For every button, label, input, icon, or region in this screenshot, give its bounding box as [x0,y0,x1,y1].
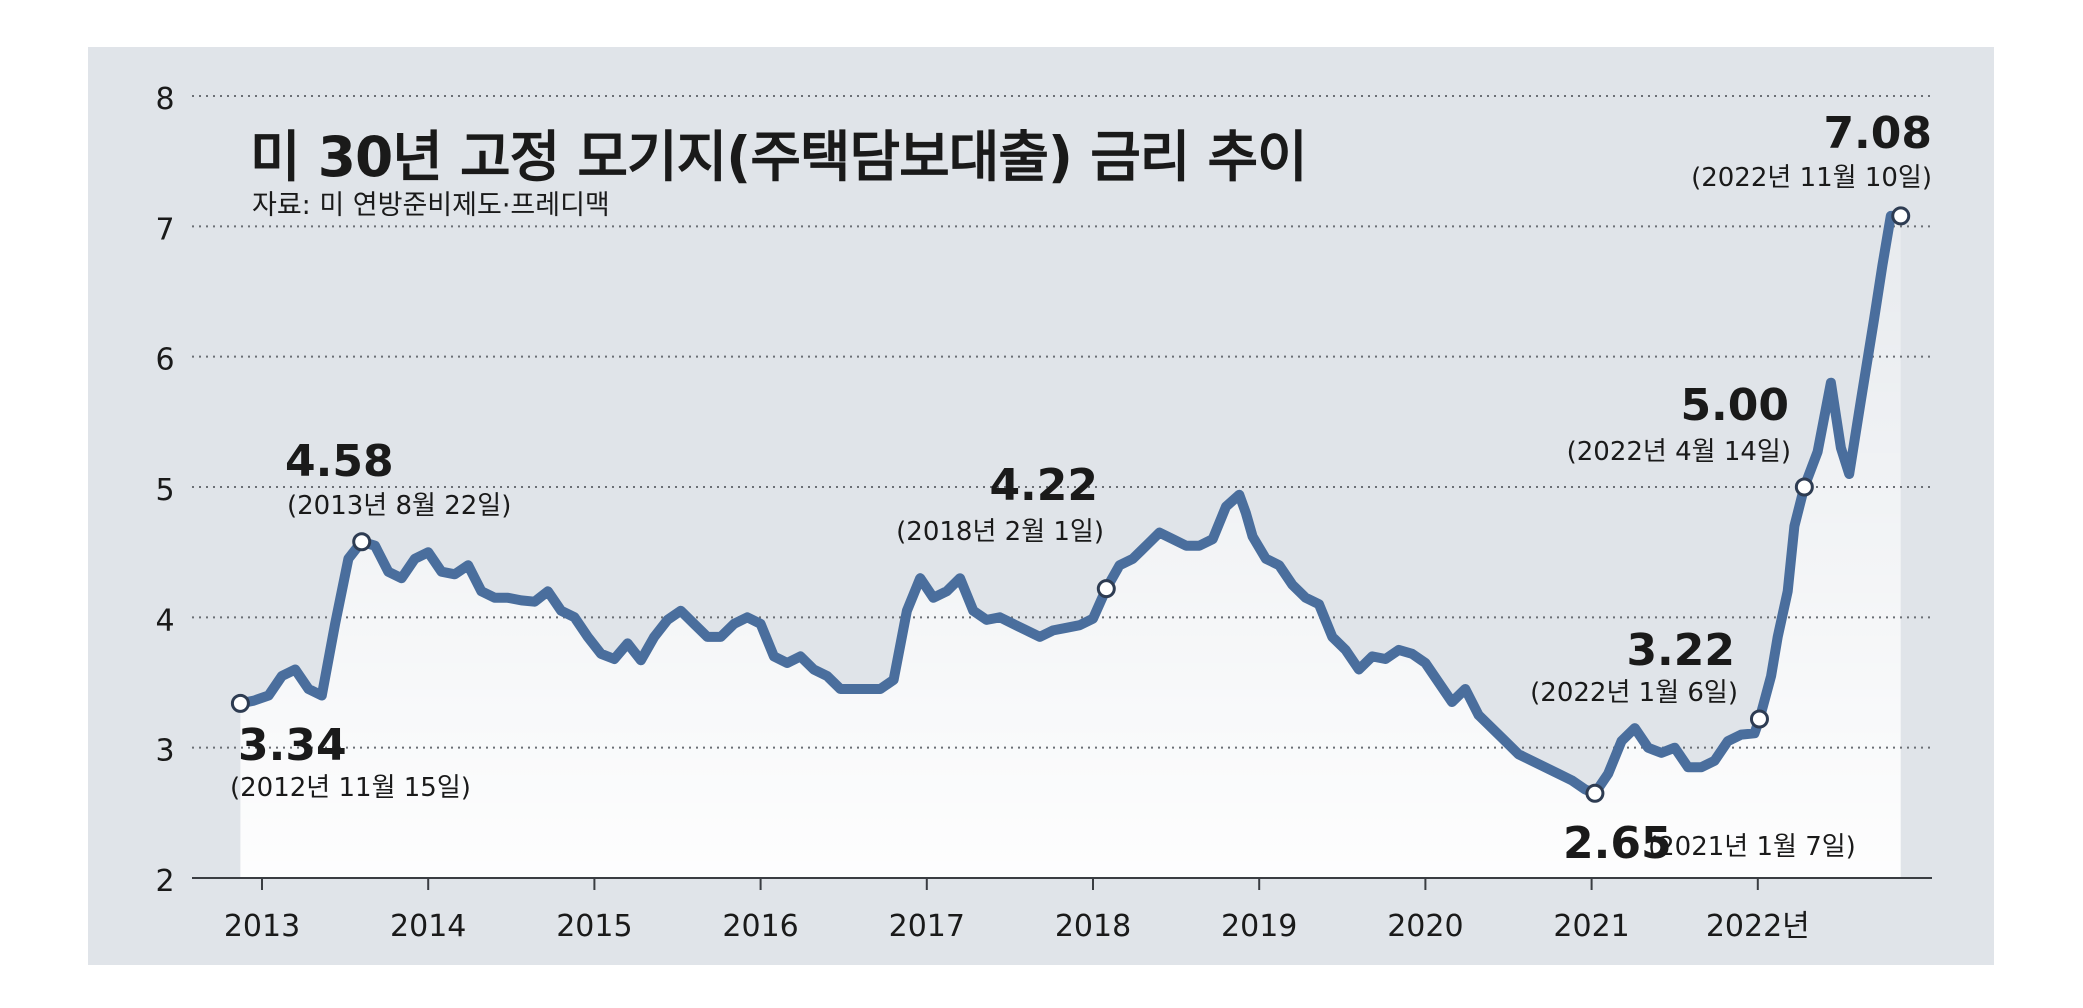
y-tick-label: 4 [155,603,174,638]
axes: 2 3 4 5 6 7 8 2013 2014 2015 2016 2017 2018 2019 2020 2… [155,82,1932,944]
x-tick-label: 2018 [1055,909,1131,944]
annotation-date: (2022년 1월 6일) [1530,678,1738,708]
y-tick-label: 2 [155,864,174,899]
x-tick-label: 2013 [224,909,300,944]
y-tick-label: 6 [155,343,174,378]
annotation-value: 3.22 [1626,625,1735,676]
annotation-date: (2012년 11월 15일) [230,773,471,803]
annotation-value: 3.34 [238,720,347,771]
annotation-value: 4.58 [285,436,394,487]
annotation-labels: 3.34(2012년 11월 15일) 4.58 (2013년 8월 22일) 4.2… [230,108,1932,869]
x-tick-label: 2017 [889,909,965,944]
x-tick-label: 2021 [1553,909,1629,944]
annotation-marker [1585,783,1605,803]
annotation-value: 5.00 [1680,380,1789,431]
annotation-markers [230,206,1911,803]
annotation-date: (2022년 11월 10일) [1691,163,1932,193]
annotation-marker [1096,579,1116,599]
y-tick-label: 3 [155,734,174,769]
x-tick-label: 2016 [722,909,798,944]
annotation-value: 4.22 [989,460,1098,511]
annotation-value: 2.65 [1563,818,1672,869]
chart-title: 미 30년 고정 모기지(주택담보대출) 금리 추이 [250,125,1308,189]
x-tick-label: 2020 [1387,909,1463,944]
annotation-date: (2022년 4월 14일) [1567,437,1791,467]
x-tick-label: 2022년 [1706,909,1810,944]
x-tick-label: 2019 [1221,909,1297,944]
annotation-marker [230,693,250,713]
y-tick-label: 5 [155,473,174,508]
chart-source: 자료: 미 연방준비제도·프레디맥 [252,190,610,221]
annotation-date: (2018년 2월 1일) [896,517,1104,547]
series-area [240,215,1901,878]
annotation-marker [1891,206,1911,226]
annotation-marker [352,532,372,552]
x-tick-label: 2014 [390,909,466,944]
y-tick-label: 7 [155,212,174,247]
annotation-marker [1794,477,1814,497]
area-fill-layer [240,215,1901,878]
x-tick-label: 2015 [556,909,632,944]
annotation-date: (2013년 8월 22일) [287,491,511,521]
annotation-date: (2021년 1월 7일) [1648,832,1856,862]
annotation-value: 7.08 [1823,108,1932,159]
y-tick-label: 8 [155,82,174,117]
gridlines [192,95,1932,749]
annotation-marker [1749,709,1769,729]
